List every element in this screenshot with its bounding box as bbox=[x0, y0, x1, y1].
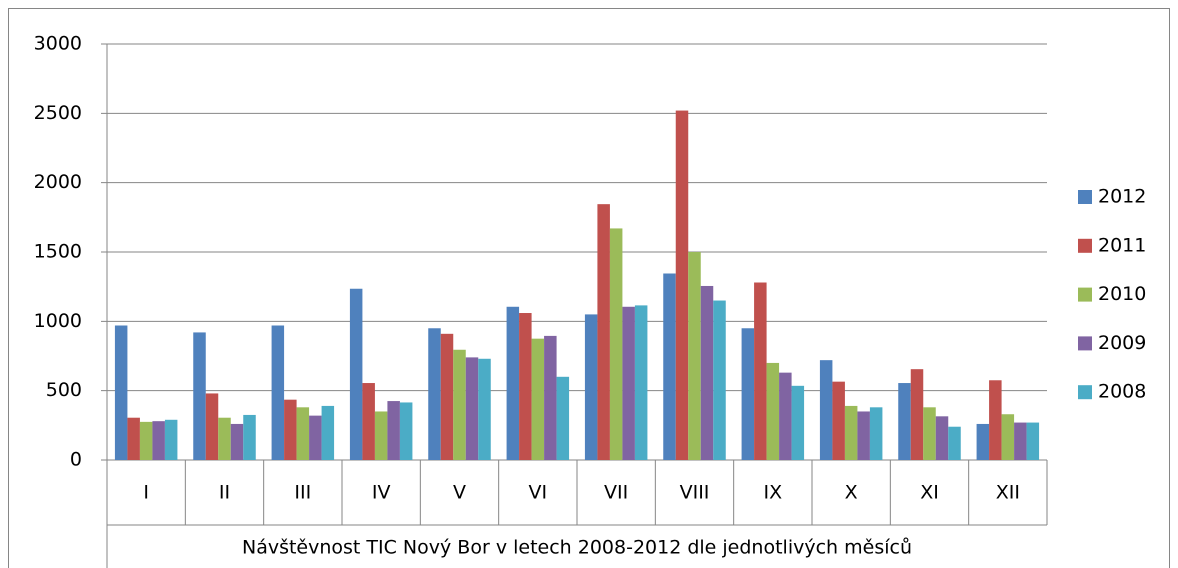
x-tick-label: X bbox=[845, 482, 858, 504]
x-tick-label: IX bbox=[764, 482, 783, 504]
bar bbox=[713, 300, 726, 460]
bar bbox=[230, 423, 244, 460]
bar bbox=[453, 349, 466, 460]
bar bbox=[779, 372, 792, 460]
bar bbox=[1026, 422, 1040, 460]
legend-label: 2009 bbox=[1098, 332, 1146, 354]
bar bbox=[465, 357, 479, 460]
bar bbox=[622, 306, 635, 460]
bar bbox=[976, 423, 990, 460]
bar bbox=[832, 381, 845, 460]
bar bbox=[688, 252, 701, 460]
x-tick-label: I bbox=[143, 482, 149, 504]
legend-label: 2012 bbox=[1098, 186, 1146, 208]
bar bbox=[741, 328, 755, 460]
bar bbox=[519, 313, 532, 460]
bar bbox=[271, 325, 285, 460]
x-tick-label: IV bbox=[372, 482, 391, 504]
bar bbox=[923, 407, 936, 460]
bar bbox=[791, 385, 805, 460]
bar bbox=[857, 411, 870, 460]
legend-swatch bbox=[1078, 287, 1092, 302]
x-axis-label: Návštěvnost TIC Nový Bor v letech 2008-2… bbox=[242, 537, 912, 559]
x-tick-label: XII bbox=[996, 482, 1020, 504]
bar bbox=[440, 333, 454, 460]
bar bbox=[362, 383, 375, 460]
bar bbox=[584, 314, 598, 460]
bar bbox=[609, 228, 623, 460]
bar bbox=[634, 305, 648, 460]
bar bbox=[819, 360, 833, 460]
bar bbox=[544, 335, 557, 460]
bar bbox=[349, 288, 363, 460]
bar bbox=[597, 204, 610, 460]
y-tick-label: 3000 bbox=[34, 33, 82, 55]
bar bbox=[1014, 422, 1027, 460]
y-tick-label: 500 bbox=[46, 379, 82, 401]
legend-swatch bbox=[1078, 190, 1092, 204]
bar bbox=[218, 417, 231, 460]
bar bbox=[844, 405, 858, 460]
bar bbox=[506, 306, 520, 460]
bar bbox=[478, 358, 491, 460]
y-tick-label: 0 bbox=[70, 449, 82, 471]
bar bbox=[663, 273, 676, 460]
y-tick-label: 1000 bbox=[34, 310, 82, 332]
bar bbox=[935, 416, 949, 460]
x-tick-label: III bbox=[294, 482, 311, 504]
bar bbox=[700, 285, 714, 460]
bar bbox=[898, 383, 911, 460]
bar bbox=[243, 414, 256, 460]
legend-label: 2008 bbox=[1098, 381, 1146, 403]
x-tick-label: II bbox=[219, 482, 230, 504]
bar bbox=[1001, 414, 1015, 460]
bar bbox=[127, 417, 140, 460]
bar bbox=[152, 421, 165, 460]
bar bbox=[193, 332, 206, 460]
bar bbox=[531, 338, 545, 460]
bar bbox=[309, 415, 322, 460]
legend-label: 2010 bbox=[1098, 283, 1146, 305]
bar bbox=[948, 426, 961, 460]
x-tick-label: VI bbox=[529, 482, 548, 504]
legend-label: 2011 bbox=[1098, 234, 1146, 256]
bar bbox=[114, 325, 128, 460]
bar bbox=[910, 369, 924, 460]
bar bbox=[754, 282, 767, 460]
legend-swatch bbox=[1078, 238, 1092, 253]
bar bbox=[399, 402, 413, 460]
x-tick-label: VII bbox=[604, 482, 628, 504]
chart-border bbox=[8, 8, 1170, 568]
bar bbox=[284, 399, 297, 460]
y-tick-label: 2000 bbox=[34, 171, 82, 193]
bar bbox=[989, 380, 1002, 460]
bar bbox=[205, 393, 219, 460]
y-tick-label: 2500 bbox=[34, 102, 82, 124]
bar bbox=[675, 110, 689, 460]
bar bbox=[296, 407, 310, 460]
bar bbox=[869, 407, 883, 460]
legend-swatch bbox=[1078, 336, 1092, 351]
bar bbox=[374, 411, 388, 460]
x-tick-label: V bbox=[453, 482, 466, 504]
bar bbox=[428, 328, 441, 460]
bar bbox=[766, 362, 780, 460]
x-tick-label: XI bbox=[920, 482, 939, 504]
bar bbox=[321, 405, 335, 460]
y-tick-label: 1500 bbox=[34, 241, 82, 263]
legend-swatch bbox=[1078, 385, 1092, 400]
bar bbox=[164, 419, 178, 460]
bar bbox=[387, 401, 400, 460]
x-tick-label: VIII bbox=[680, 482, 710, 504]
bar bbox=[556, 376, 570, 460]
bar bbox=[139, 421, 153, 460]
